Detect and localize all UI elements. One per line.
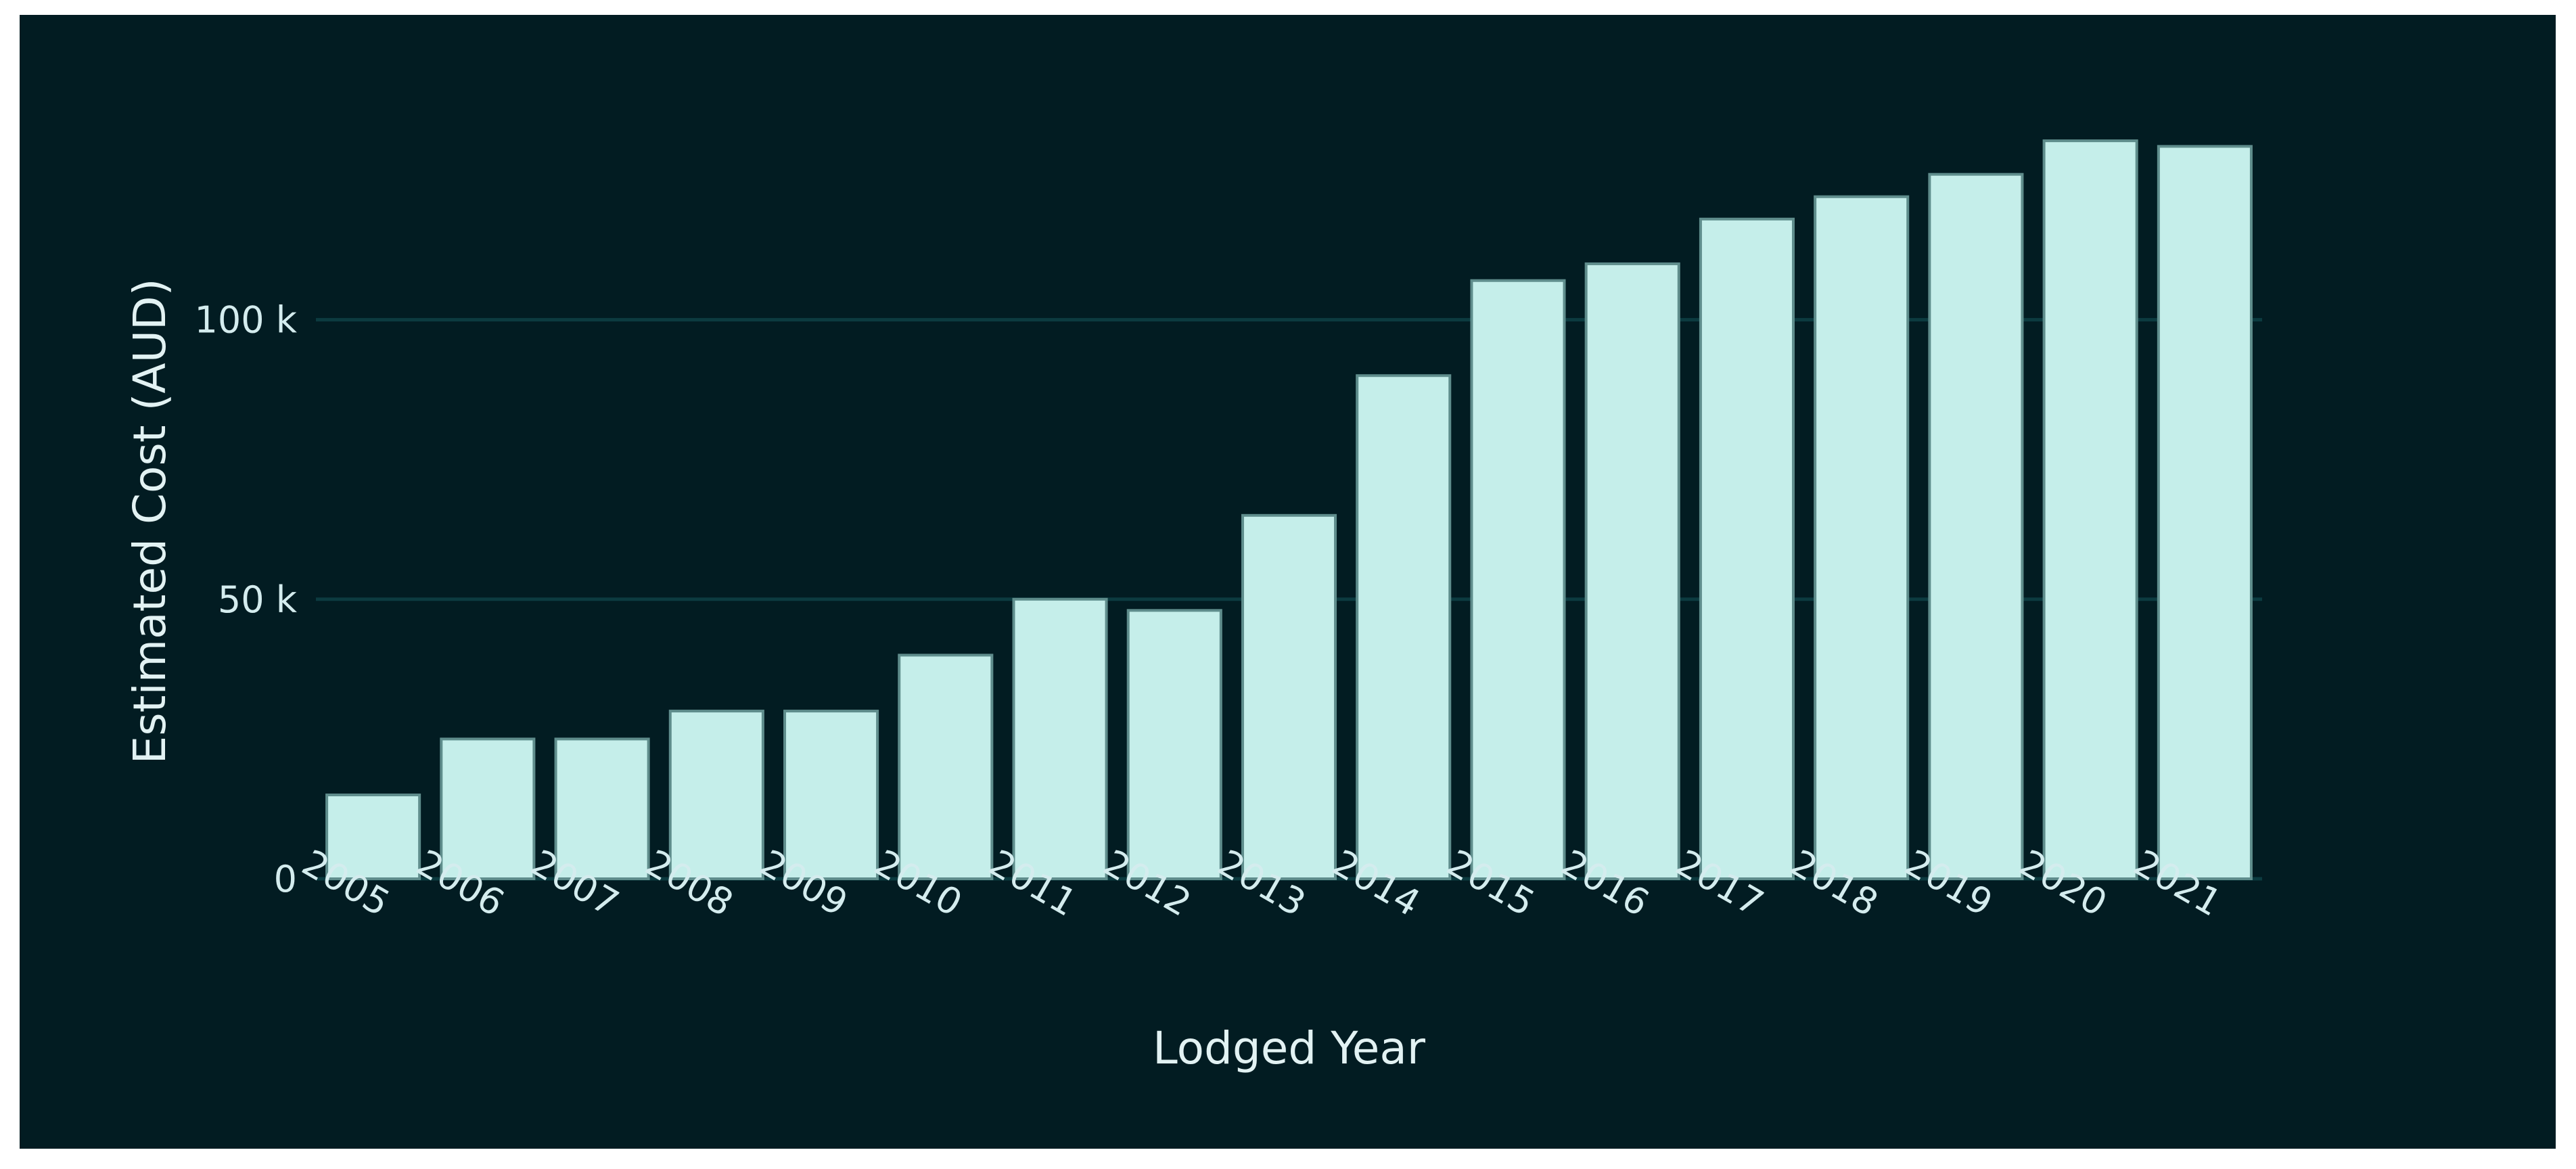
bar-2018[interactable] <box>1814 195 1910 880</box>
bar-2008[interactable] <box>668 710 764 880</box>
y-tick-label: 50 k <box>218 578 298 621</box>
bar-2006[interactable] <box>440 737 536 880</box>
bar-2010[interactable] <box>898 654 994 881</box>
bar-2005[interactable] <box>325 794 421 881</box>
bar-2012[interactable] <box>1126 609 1222 880</box>
bars <box>325 139 2253 881</box>
bar-2019[interactable] <box>1928 173 2024 881</box>
y-axis-title: Estimated Cost (AUD) <box>124 279 176 764</box>
bar-2011[interactable] <box>1012 597 1108 880</box>
y-tick-label: 0 <box>274 858 297 900</box>
bar-2021[interactable] <box>2157 145 2253 881</box>
bar-2014[interactable] <box>1356 374 1452 880</box>
y-tick-labels: 0 50 k 100 k <box>194 299 297 900</box>
bar-2016[interactable] <box>1584 262 1680 880</box>
bar-2007[interactable] <box>554 737 650 880</box>
bar-2020[interactable] <box>2042 139 2138 881</box>
bar-2009[interactable] <box>783 710 879 880</box>
x-axis-title: Lodged Year <box>1153 1022 1426 1074</box>
bar-2015[interactable] <box>1470 279 1566 880</box>
bar-2013[interactable] <box>1241 513 1337 880</box>
bar-2017[interactable] <box>1699 217 1795 881</box>
chart-panel: 0 50 k 100 k 2005 2006 2007 2008 2009 2010 2011 2… <box>20 15 2556 1149</box>
y-tick-label: 100 k <box>194 299 297 342</box>
